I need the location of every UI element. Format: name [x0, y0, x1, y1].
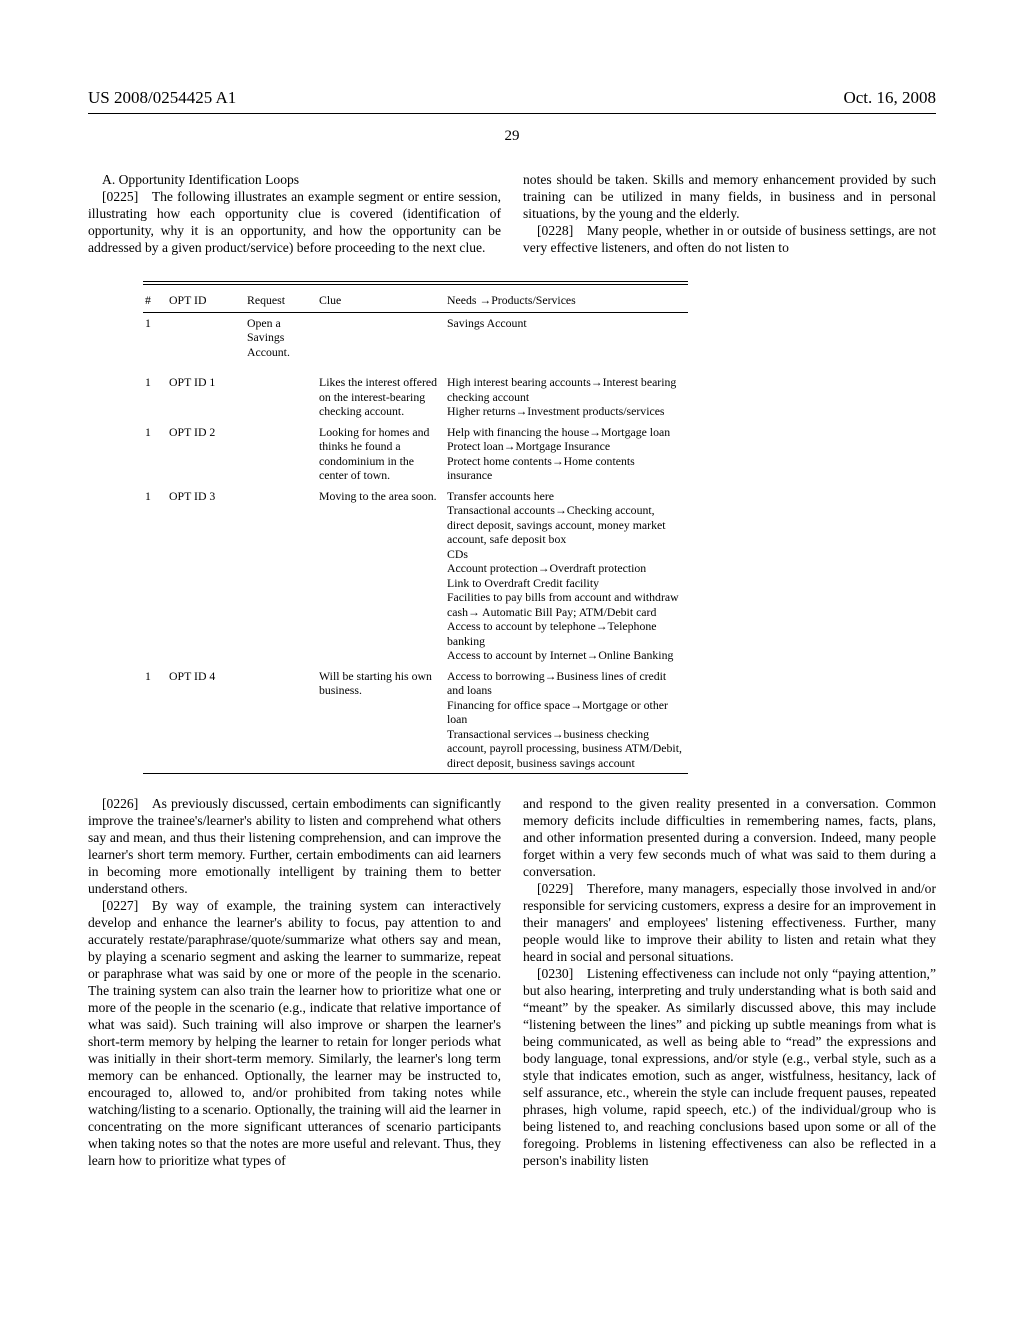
para-0225: [0225] The following illustrates an exam…	[88, 189, 501, 257]
header-pub-number: US 2008/0254425 A1	[88, 88, 236, 108]
left-col-lower: [0226] As previously discussed, certain …	[88, 796, 501, 1170]
col-header-num: #	[143, 289, 167, 313]
para-0227: [0227] By way of example, the training s…	[88, 898, 501, 1170]
table-cell: Will be starting his own business.	[317, 666, 445, 774]
table-cell: High interest bearing accounts→Interest …	[445, 372, 688, 422]
table-cell: 1	[143, 372, 167, 422]
table-cell: 1	[143, 422, 167, 486]
table-cell: OPT ID 2	[167, 422, 245, 486]
right-col-upper: notes should be taken. Skills and memory…	[523, 172, 936, 257]
table-cell: Access to borrowing→Business lines of cr…	[445, 666, 688, 774]
right-top-continuation: notes should be taken. Skills and memory…	[523, 172, 936, 223]
table-cell	[167, 312, 245, 362]
table-cell: Open a Savings Account.	[245, 312, 317, 362]
table-row: 1OPT ID 4 Will be starting his own busine…	[143, 666, 688, 774]
para-0230: [0230] Listening effectiveness can inclu…	[523, 966, 936, 1170]
table-cell	[245, 486, 317, 666]
col-header-request: Request	[245, 289, 317, 313]
upper-columns: A. Opportunity Identification Loops [022…	[88, 172, 936, 257]
table-cell: Savings Account	[445, 312, 688, 362]
table-row: 1 Open a Savings Account. Savings Account	[143, 312, 688, 362]
para-0228: [0228] Many people, whether in or outsid…	[523, 223, 936, 257]
table-row: 1OPT ID 2 Looking for homes and thinks he…	[143, 422, 688, 486]
header-rule	[88, 113, 936, 114]
table-cell: Looking for homes and thinks he found a …	[317, 422, 445, 486]
para-0229: [0229] Therefore, many managers, especia…	[523, 881, 936, 966]
table-cell: 1	[143, 666, 167, 774]
table-cell: 1	[143, 312, 167, 362]
table-cell: OPT ID 3	[167, 486, 245, 666]
para-0226: [0226] As previously discussed, certain …	[88, 796, 501, 898]
table-header-row: # OPT ID Request Clue Needs →Products/Se…	[143, 289, 688, 313]
col-header-optid: OPT ID	[167, 289, 245, 313]
section-heading: A. Opportunity Identification Loops	[88, 172, 501, 189]
page: US 2008/0254425 A1 Oct. 16, 2008 29 A. O…	[0, 0, 1024, 1230]
opportunity-table: # OPT ID Request Clue Needs →Products/Se…	[143, 289, 688, 774]
left-col-upper: A. Opportunity Identification Loops [022…	[88, 172, 501, 257]
table-row: 1OPT ID 3 Moving to the area soon.Transfe…	[143, 486, 688, 666]
table-cell: Help with financing the house→Mortgage l…	[445, 422, 688, 486]
right-col-lower: and respond to the given reality present…	[523, 796, 936, 1170]
opportunity-table-wrap: # OPT ID Request Clue Needs →Products/Se…	[88, 281, 936, 775]
table-cell: Moving to the area soon.	[317, 486, 445, 666]
table-top-rule	[143, 281, 688, 285]
col-header-needs: Needs →Products/Services	[445, 289, 688, 313]
table-bottom-rule	[143, 773, 688, 774]
table-cell: OPT ID 1	[167, 372, 245, 422]
header-date: Oct. 16, 2008	[843, 88, 936, 108]
table-row: 1OPT ID 1 Likes the interest offered on t…	[143, 372, 688, 422]
page-number: 29	[88, 128, 936, 145]
lower-columns: [0226] As previously discussed, certain …	[88, 796, 936, 1170]
table-cell: Likes the interest offered on the intere…	[317, 372, 445, 422]
table-cell: Transfer accounts here Transactional acc…	[445, 486, 688, 666]
table-cell: OPT ID 4	[167, 666, 245, 774]
table-cell: 1	[143, 486, 167, 666]
table-cell	[245, 422, 317, 486]
col-header-clue: Clue	[317, 289, 445, 313]
table-cell	[245, 666, 317, 774]
right-continuation-2: and respond to the given reality present…	[523, 796, 936, 881]
table-cell	[245, 372, 317, 422]
table-cell	[317, 312, 445, 362]
